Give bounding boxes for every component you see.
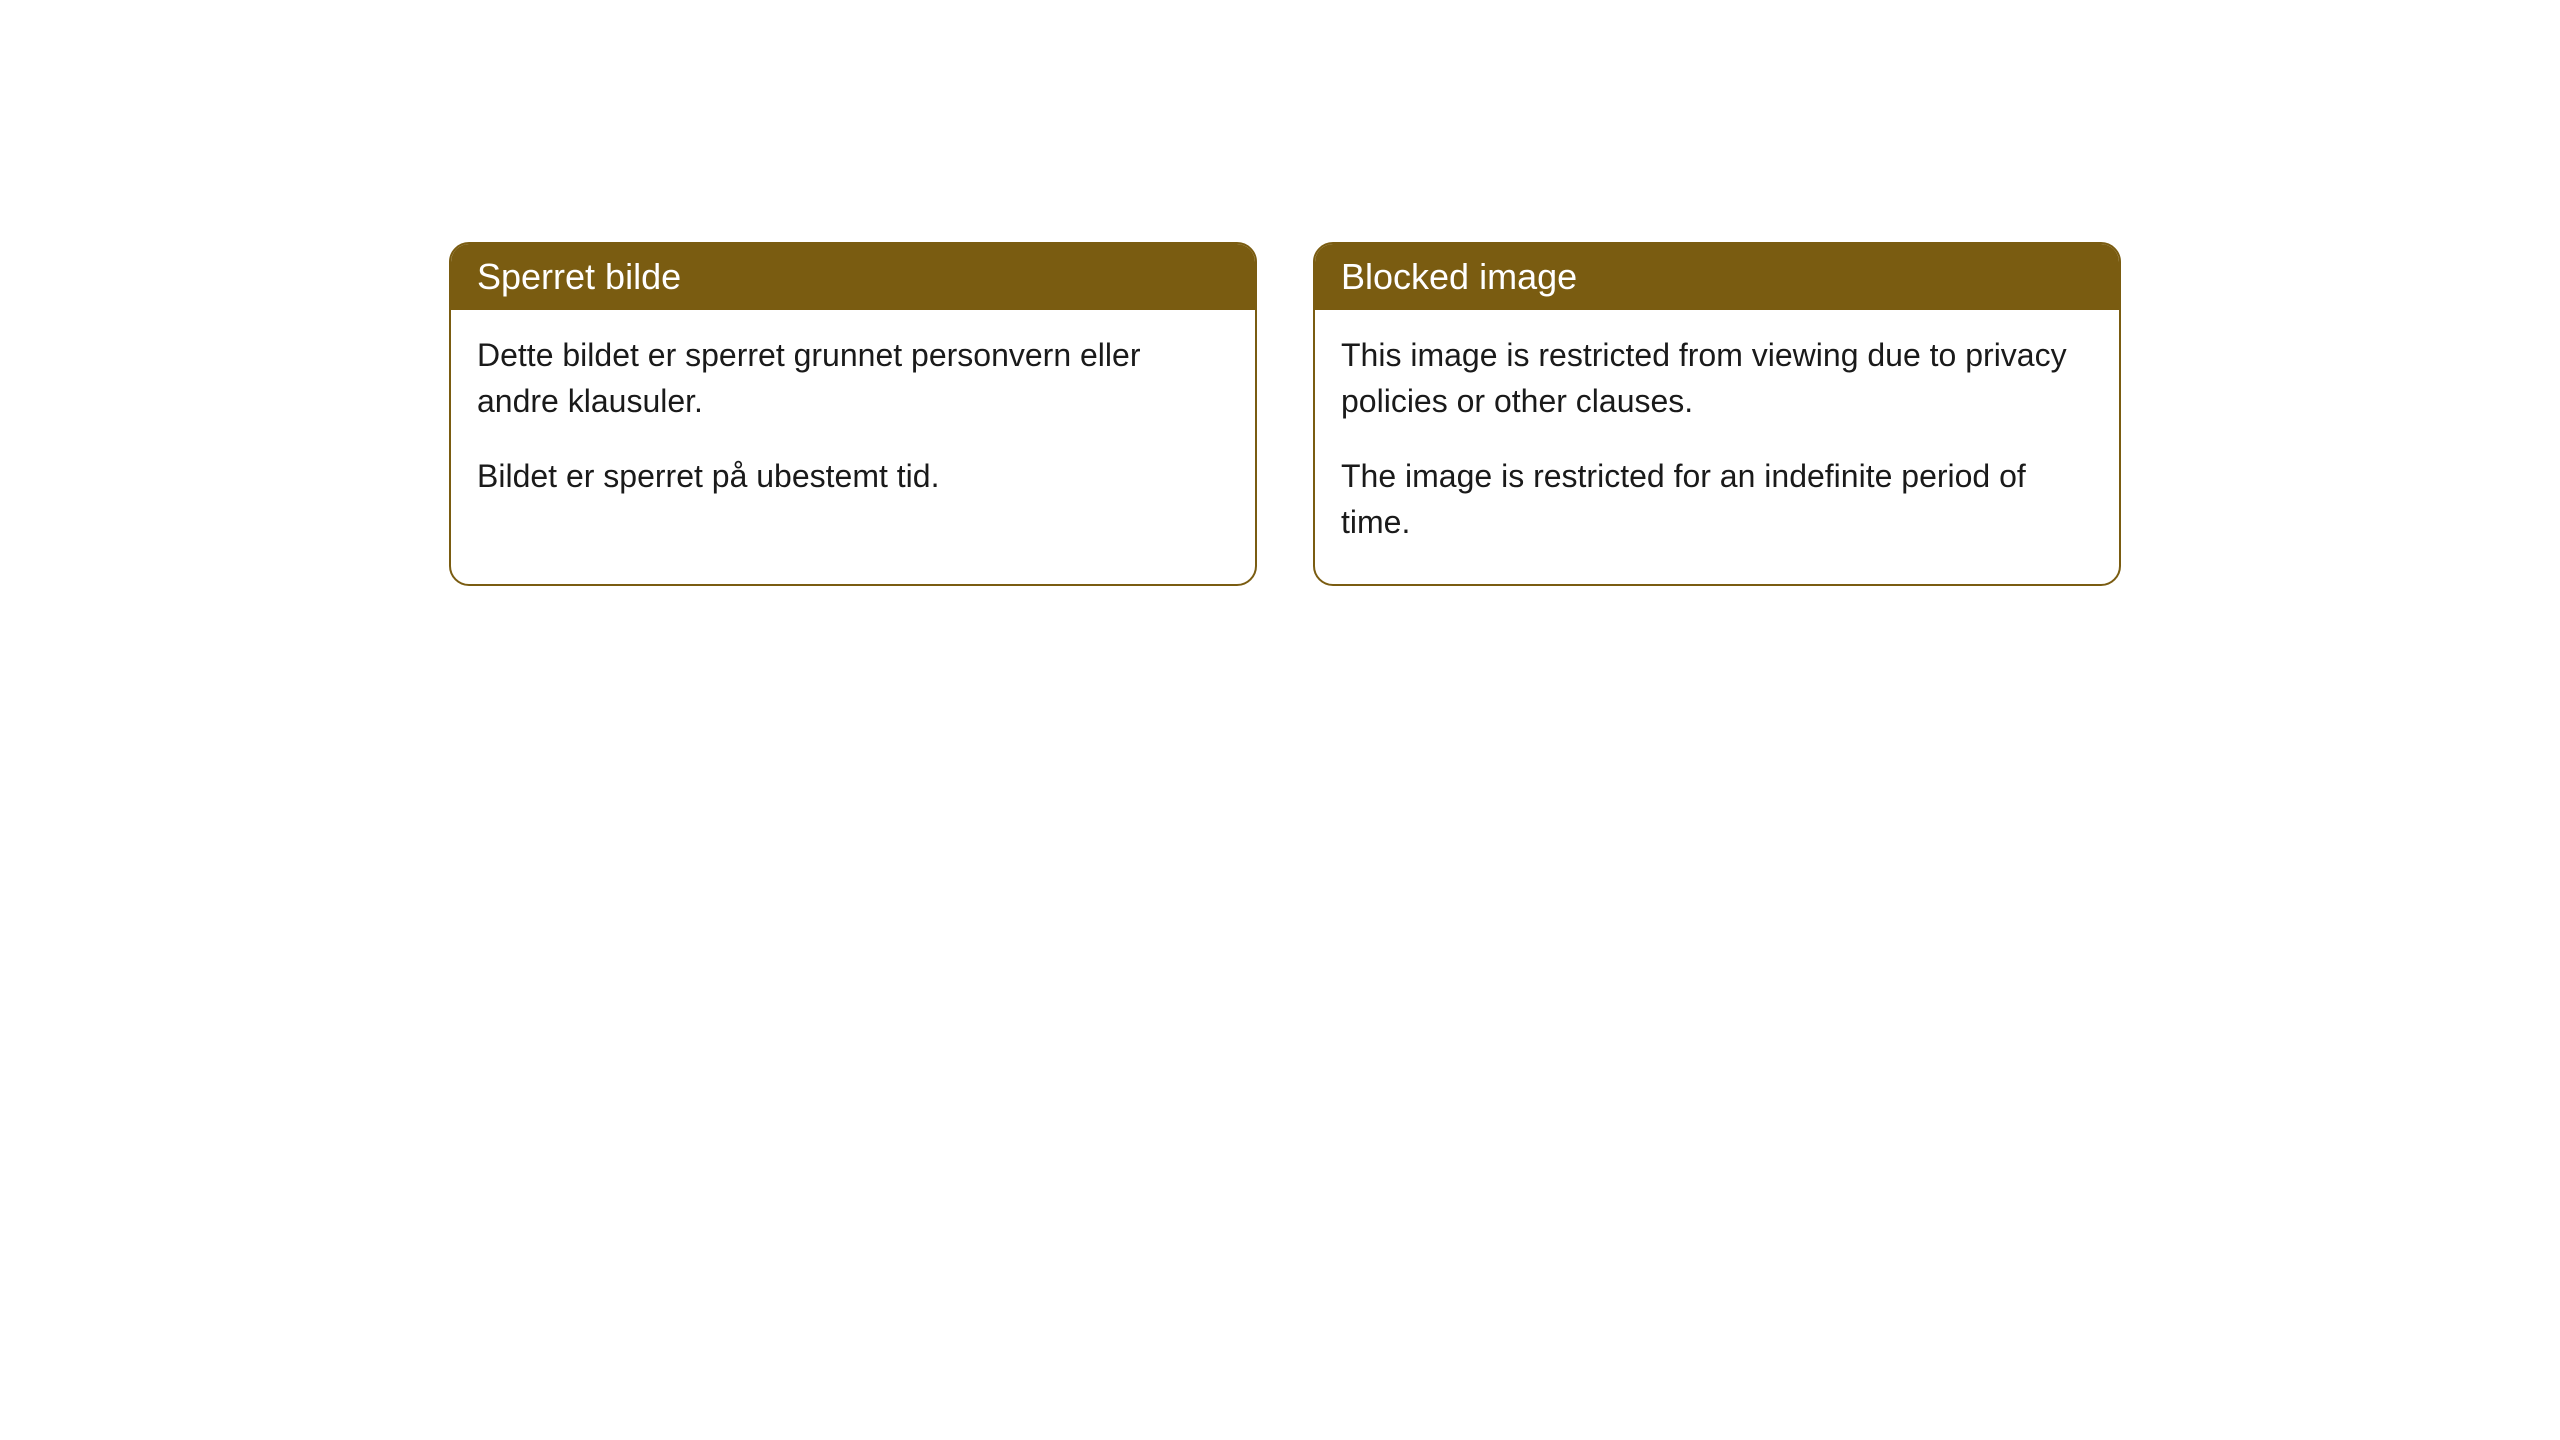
blocked-image-card-norwegian: Sperret bilde Dette bildet er sperret gr… [449, 242, 1257, 586]
card-paragraph: This image is restricted from viewing du… [1341, 332, 2093, 425]
card-title: Sperret bilde [477, 256, 681, 297]
card-title: Blocked image [1341, 256, 1577, 297]
card-paragraph: Bildet er sperret på ubestemt tid. [477, 453, 1229, 499]
card-paragraph: The image is restricted for an indefinit… [1341, 453, 2093, 546]
card-paragraph: Dette bildet er sperret grunnet personve… [477, 332, 1229, 425]
blocked-image-card-english: Blocked image This image is restricted f… [1313, 242, 2121, 586]
card-body: Dette bildet er sperret grunnet personve… [451, 310, 1255, 537]
card-header: Blocked image [1315, 244, 2119, 310]
notice-cards-container: Sperret bilde Dette bildet er sperret gr… [449, 242, 2121, 586]
card-header: Sperret bilde [451, 244, 1255, 310]
card-body: This image is restricted from viewing du… [1315, 310, 2119, 584]
